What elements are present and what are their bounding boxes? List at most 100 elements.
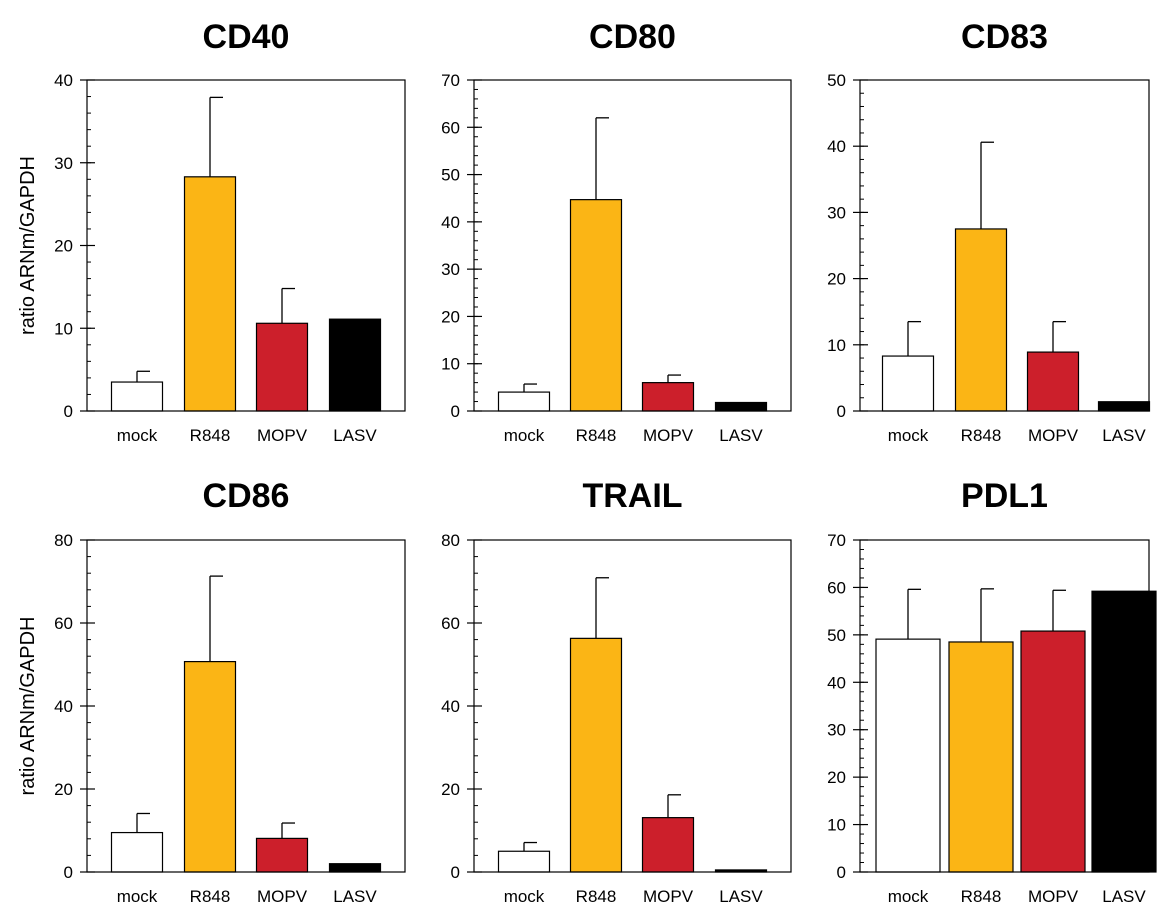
y-tick-label: 10 bbox=[827, 816, 846, 835]
plot-frame bbox=[473, 79, 792, 412]
x-tick-label: R848 bbox=[961, 426, 1002, 445]
y-tick-label: 30 bbox=[54, 154, 73, 173]
x-tick-label: MOPV bbox=[257, 887, 308, 906]
y-tick-label: 80 bbox=[54, 531, 73, 550]
bar-mopv bbox=[1026, 351, 1080, 412]
y-tick-label: 0 bbox=[837, 402, 846, 421]
y-tick-label: 40 bbox=[54, 71, 73, 90]
x-tick-label: R848 bbox=[576, 887, 617, 906]
bar-mopv bbox=[1020, 630, 1086, 873]
bar-mock bbox=[881, 355, 935, 412]
chart-panel-trail: TRAIL mock R848 MOPV LASV 0 20 40 60 80 bbox=[441, 477, 792, 906]
bar-mopv bbox=[255, 322, 309, 412]
bar-r848 bbox=[569, 637, 623, 873]
bar-r848 bbox=[183, 176, 237, 412]
chart-panel-pdl1: PDL1 mock R848 MOPV LASV 0 10 20 30 40 50 60 70 bbox=[827, 477, 1157, 906]
x-tick-label: mock bbox=[117, 887, 158, 906]
y-tick-label: 60 bbox=[54, 614, 73, 633]
x-tick-label: LASV bbox=[1102, 426, 1146, 445]
y-tick-label: 60 bbox=[441, 118, 460, 137]
y-tick-label: 60 bbox=[441, 614, 460, 633]
x-tick-label: mock bbox=[888, 426, 929, 445]
y-tick-label: 10 bbox=[441, 355, 460, 374]
chart-panel-cd80: CD80 mock R848 MOPV LASV 0 10 20 30 40 50 60 70 bbox=[441, 18, 792, 445]
bar-lasv bbox=[1097, 401, 1151, 412]
chart-panel-cd86: CD86 mock R848 MOPV LASV 0 20 40 60 80 ratio ARNm/… bbox=[17, 477, 406, 906]
y-tick-label: 10 bbox=[54, 319, 73, 338]
x-tick-label: R848 bbox=[961, 887, 1002, 906]
chart-title: CD86 bbox=[203, 477, 290, 515]
bar-lasv bbox=[714, 401, 768, 412]
x-tick-label: LASV bbox=[333, 887, 377, 906]
chart-title: TRAIL bbox=[582, 477, 682, 515]
y-tick-label: 50 bbox=[441, 166, 460, 185]
bar-mopv bbox=[641, 817, 695, 873]
x-tick-label: R848 bbox=[190, 426, 231, 445]
x-tick-label: MOPV bbox=[643, 426, 694, 445]
y-tick-label: 70 bbox=[441, 71, 460, 90]
y-tick-label: 20 bbox=[441, 780, 460, 799]
y-tick-label: 20 bbox=[54, 780, 73, 799]
chart-title: CD40 bbox=[203, 18, 290, 56]
x-tick-label: R848 bbox=[190, 887, 231, 906]
y-tick-label: 10 bbox=[827, 336, 846, 355]
x-tick-label: mock bbox=[504, 887, 545, 906]
bar-mock bbox=[497, 391, 551, 412]
chart-title: CD83 bbox=[961, 18, 1048, 56]
chart-title: PDL1 bbox=[961, 477, 1048, 515]
plot-frame bbox=[859, 539, 1150, 873]
chart-panel-cd40: CD40 mock R848 MOPV LASV 0 10 20 30 40 ratio ARNm/… bbox=[17, 18, 406, 445]
x-tick-label: mock bbox=[888, 887, 929, 906]
y-tick-label: 0 bbox=[64, 402, 73, 421]
y-tick-label: 0 bbox=[837, 863, 846, 882]
y-tick-label: 20 bbox=[441, 307, 460, 326]
y-tick-label: 0 bbox=[451, 863, 460, 882]
bar-mock bbox=[497, 850, 551, 873]
chart-panel-cd83: CD83 mock R848 MOPV LASV 0 10 20 30 40 50 bbox=[827, 18, 1151, 445]
y-tick-label: 40 bbox=[827, 137, 846, 156]
x-tick-label: MOPV bbox=[1028, 887, 1079, 906]
bar-mopv bbox=[641, 382, 695, 412]
x-tick-label: mock bbox=[117, 426, 158, 445]
bar-mopv bbox=[255, 837, 309, 873]
y-tick-label: 0 bbox=[64, 863, 73, 882]
y-axis-title: ratio ARNm/GAPDH bbox=[17, 617, 39, 796]
y-tick-label: 20 bbox=[54, 237, 73, 256]
y-tick-label: 30 bbox=[827, 721, 846, 740]
bar-lasv bbox=[1091, 590, 1157, 873]
y-tick-label: 40 bbox=[54, 697, 73, 716]
plot-frame bbox=[86, 539, 406, 873]
bar-mock bbox=[110, 381, 164, 412]
x-tick-label: mock bbox=[504, 426, 545, 445]
y-tick-label: 40 bbox=[827, 673, 846, 692]
chart-title: CD80 bbox=[589, 18, 676, 56]
bar-r848 bbox=[183, 660, 237, 873]
bar-r848 bbox=[948, 641, 1014, 873]
x-tick-label: LASV bbox=[719, 426, 763, 445]
y-tick-label: 0 bbox=[451, 402, 460, 421]
x-tick-label: LASV bbox=[1102, 887, 1146, 906]
x-tick-label: R848 bbox=[576, 426, 617, 445]
y-tick-label: 60 bbox=[827, 578, 846, 597]
y-axis-title: ratio ARNm/GAPDH bbox=[17, 156, 39, 335]
y-tick-label: 70 bbox=[827, 531, 846, 550]
bar-lasv bbox=[328, 863, 382, 873]
y-tick-label: 20 bbox=[827, 768, 846, 787]
y-tick-label: 50 bbox=[827, 626, 846, 645]
bar-r848 bbox=[954, 228, 1008, 412]
x-tick-label: MOPV bbox=[643, 887, 694, 906]
y-tick-label: 30 bbox=[827, 203, 846, 222]
y-tick-label: 50 bbox=[827, 71, 846, 90]
bar-r848 bbox=[569, 199, 623, 412]
plot-frame bbox=[473, 539, 792, 873]
bar-lasv bbox=[328, 318, 382, 412]
y-tick-label: 20 bbox=[827, 270, 846, 289]
bar-mock bbox=[110, 831, 164, 873]
x-tick-label: MOPV bbox=[257, 426, 308, 445]
y-tick-label: 40 bbox=[441, 213, 460, 232]
x-tick-label: LASV bbox=[333, 426, 377, 445]
x-tick-label: LASV bbox=[719, 887, 763, 906]
y-tick-label: 40 bbox=[441, 697, 460, 716]
plot-frame bbox=[859, 79, 1150, 412]
